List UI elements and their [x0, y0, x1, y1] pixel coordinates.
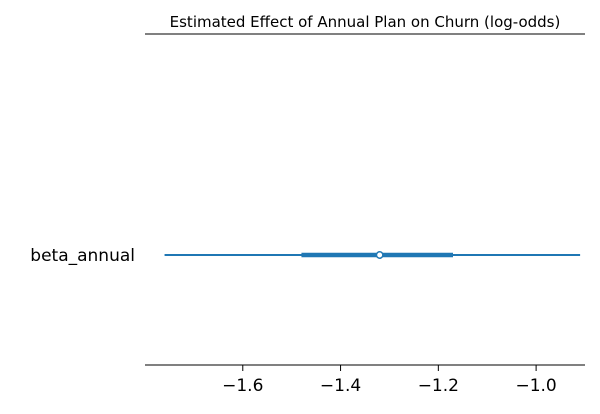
series-row: beta_annual: [30, 246, 581, 266]
series-label: beta_annual: [30, 246, 135, 266]
x-tick-label: −1.6: [222, 376, 263, 396]
chart-title: Estimated Effect of Annual Plan on Churn…: [170, 13, 561, 31]
x-tick-label: −1.0: [515, 376, 556, 396]
x-axis-ticks: −1.6 −1.4 −1.2 −1.0: [222, 365, 557, 396]
x-tick-label: −1.4: [320, 376, 361, 396]
series-layer: beta_annual: [30, 246, 581, 266]
point-estimate-marker: [375, 251, 384, 259]
x-tick-label: −1.2: [418, 376, 459, 396]
